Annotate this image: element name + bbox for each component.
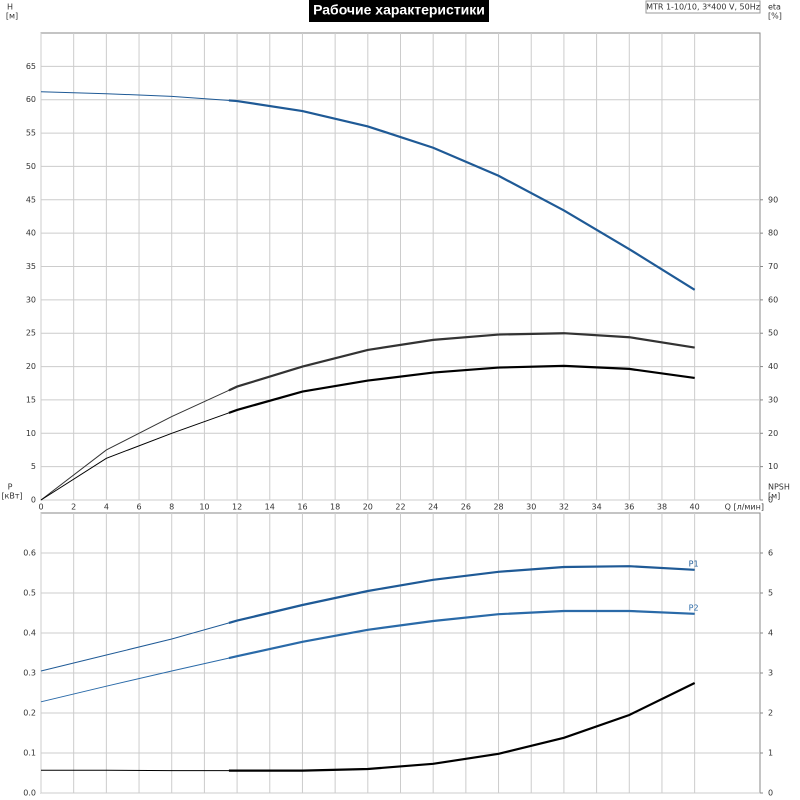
y-tick-label: 55	[26, 129, 36, 138]
model-box	[645, 0, 761, 14]
y-tick-label: 10	[26, 429, 36, 438]
y-tick-label: 30	[26, 295, 36, 304]
y-tick-label: 20	[26, 362, 36, 371]
x-tick-label: 2	[71, 503, 76, 512]
series-label: P1	[689, 559, 699, 568]
x-tick-label: 6	[136, 503, 141, 512]
x-tick-label: 38	[657, 503, 667, 512]
x-tick-label: 28	[493, 503, 503, 512]
y-axis-label: H	[7, 3, 13, 12]
x-tick-label: 24	[428, 503, 438, 512]
y-axis-unit: [кВт]	[1, 492, 22, 501]
y2-tick-label: 3	[768, 669, 773, 678]
x-tick-label: 40	[690, 503, 700, 512]
y-tick-label: 0.3	[23, 669, 36, 678]
duty-range	[228, 682, 696, 772]
series-label: P2	[689, 603, 699, 612]
y2-axis-label: NPSH	[768, 483, 790, 492]
y2-tick-label: 0	[768, 496, 773, 505]
y-tick-label: 25	[26, 329, 36, 338]
y2-tick-label: 0	[768, 789, 773, 798]
y-tick-label: 0.2	[23, 709, 36, 718]
x-axis-label: Q [л/мин]	[725, 503, 764, 512]
x-tick-label: 32	[559, 503, 569, 512]
x-tick-label: 16	[297, 503, 307, 512]
y-tick-label: 35	[26, 262, 36, 271]
duty-range	[228, 364, 695, 414]
x-axis-label-bg	[722, 502, 767, 512]
y2-axis-unit: [м]	[768, 492, 780, 501]
y-tick-label: 65	[26, 62, 36, 71]
model-label: MTR 1-10/10, 3*400 V, 50Hz	[646, 3, 760, 12]
y2-axis-unit: [%]	[768, 12, 782, 21]
y2-tick-label: 5	[768, 589, 773, 598]
y-tick-label: 0.6	[23, 549, 36, 558]
y2-tick-label: 2	[768, 709, 773, 718]
y2-axis-label: eta	[768, 3, 781, 12]
y2-tick-label: 60	[768, 295, 778, 304]
x-tick-label: 30	[526, 503, 536, 512]
title-box	[309, 0, 489, 22]
y2-tick-label: 4	[768, 629, 773, 638]
y-tick-label: 0.4	[23, 629, 36, 638]
x-tick-label: 14	[265, 503, 275, 512]
x-tick-label: 4	[104, 503, 109, 512]
y-tick-label: 60	[26, 95, 36, 104]
y2-tick-label: 6	[768, 549, 773, 558]
x-tick-label: 20	[363, 503, 373, 512]
duty-range	[228, 565, 695, 624]
duty-range	[228, 332, 695, 392]
y2-tick-label: 80	[768, 229, 778, 238]
y-tick-label: 5	[31, 462, 36, 471]
y-tick-label: 0	[31, 496, 36, 505]
y2-tick-label: 70	[768, 262, 778, 271]
chart-title: Рабочие характеристики	[313, 2, 485, 18]
y-tick-label: 0.5	[23, 589, 36, 598]
y-tick-label: 0.1	[23, 749, 36, 758]
y2-tick-label: 1	[768, 749, 773, 758]
y-tick-label: 15	[26, 395, 36, 404]
y2-tick-label: 50	[768, 329, 778, 338]
y2-tick-label: 40	[768, 362, 778, 371]
y-tick-label: 0.0	[23, 789, 36, 798]
x-tick-label: 10	[199, 503, 209, 512]
x-tick-label: 0	[38, 503, 43, 512]
x-tick-label: 22	[395, 503, 405, 512]
y-axis-unit: [м]	[6, 12, 18, 21]
y2-tick-label: 90	[768, 195, 778, 204]
x-tick-label: 18	[330, 503, 340, 512]
x-tick-label: 26	[461, 503, 471, 512]
y-tick-label: 40	[26, 229, 36, 238]
duty-range	[228, 609, 695, 660]
y2-tick-label: 10	[768, 462, 778, 471]
y-tick-label: 45	[26, 195, 36, 204]
y-axis-label: P	[8, 483, 13, 492]
y2-tick-label: 30	[768, 395, 778, 404]
x-tick-label: 36	[624, 503, 634, 512]
x-tick-label: 34	[591, 503, 601, 512]
x-tick-label: 8	[169, 503, 174, 512]
duty-range	[228, 99, 696, 291]
y2-tick-label: 20	[768, 429, 778, 438]
x-tick-label: 12	[232, 503, 242, 512]
y-tick-label: 50	[26, 162, 36, 171]
